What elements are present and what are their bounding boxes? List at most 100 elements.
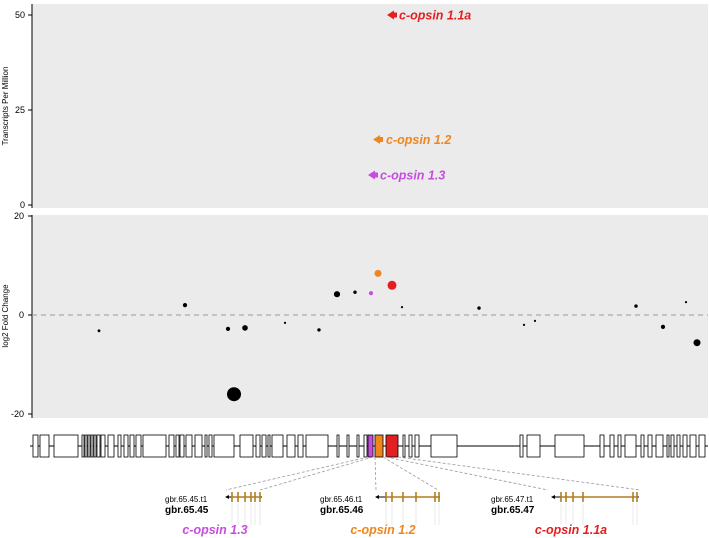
gene-box-34 (346, 434, 350, 458)
exons-1 (231, 492, 261, 525)
tick-label-0: 0 (20, 200, 25, 210)
gene-box-50 (655, 434, 664, 458)
gene-box-30 (286, 434, 296, 458)
gene-box-33 (336, 434, 340, 458)
fc-point-7 (317, 328, 321, 332)
gene-box-11 (107, 434, 115, 458)
transcript-id-3: gbr.65.47.t1 (491, 495, 534, 504)
gene-box-28 (267, 434, 271, 458)
gene-name-3: c-opsin 1.1a (535, 523, 607, 537)
gene-box-4 (81, 434, 85, 458)
gene-model-1: gbr.65.45.t1 gbr.65.45 c-opsin 1.3 (165, 492, 262, 537)
fc-point-5 (242, 325, 248, 331)
gene-name-2: c-opsin 1.2 (350, 523, 415, 537)
fc-point-12 (387, 280, 397, 290)
gene-box-27 (261, 434, 267, 458)
connector-4 (382, 456, 439, 491)
gene-box-42 (526, 434, 541, 458)
exons-3 (560, 492, 638, 525)
strand-arrow-1 (225, 495, 229, 499)
expression-ticks: 50 25 0 (15, 10, 32, 210)
gene-box-20 (185, 434, 193, 458)
fc-point-8 (333, 291, 341, 298)
fc-point-1 (97, 329, 101, 333)
gene-box-37 (402, 434, 406, 458)
tick-label-25: 25 (15, 105, 25, 115)
gene-model-3: gbr.65.47.t1 gbr.65.47 c-opsin 1.1a (491, 492, 639, 537)
tick-label-minus-20: -20 (11, 409, 24, 419)
gene-box-44 (599, 434, 605, 458)
gene-id-1: gbr.65.45 (165, 505, 209, 516)
tick-label-50: 50 (15, 10, 25, 20)
gene-box-c-opsin-1-3 (367, 434, 374, 458)
point-c-opsin-1-3: c-opsin 1.3 (368, 169, 445, 183)
gene-box-8 (93, 434, 97, 458)
tick-label-20: 20 (14, 211, 24, 221)
fc-point-13 (400, 306, 404, 309)
gene-box-2 (39, 434, 50, 458)
fc-point-6 (283, 321, 287, 324)
gene-box-40 (430, 434, 458, 458)
gene-box-54 (682, 434, 688, 458)
gene-box-39 (414, 434, 420, 458)
gene-box-32 (305, 434, 329, 458)
arrow-marker-c-opsin-1-2 (373, 135, 380, 144)
expression-panel: 50 25 0 Transcripts Per Million c-opsin … (1, 4, 708, 210)
gene-box-53 (676, 434, 681, 458)
gene-box-14 (129, 434, 135, 458)
gene-box-22 (204, 434, 208, 458)
gene-box-55 (689, 434, 697, 458)
connector-2 (259, 456, 374, 491)
gene-boxes (32, 434, 706, 458)
gene-box-47 (624, 434, 637, 458)
transcript-id-2: gbr.65.46.t1 (320, 495, 363, 504)
fc-point-10 (368, 291, 374, 296)
gene-box-7 (90, 434, 94, 458)
differential-ticks: 20 0 -20 (11, 211, 32, 419)
gene-box-9 (96, 434, 101, 458)
connector-1 (225, 456, 369, 491)
fc-point-3 (225, 326, 231, 331)
label-c-opsin-1-1a: c-opsin 1.1a (399, 9, 471, 23)
fc-point-16 (533, 319, 537, 322)
gene-box-35 (356, 434, 360, 458)
connector-6 (397, 456, 641, 491)
gene-id-3: gbr.65.47 (491, 505, 535, 516)
fc-point-9 (353, 290, 357, 294)
gene-box-38 (408, 434, 413, 458)
differential-points (97, 269, 701, 402)
gene-box-10 (100, 434, 106, 458)
point-c-opsin-1-1a: c-opsin 1.1a (387, 9, 471, 23)
gene-box-26 (255, 434, 261, 458)
gene-box-c-opsin-1-2 (374, 434, 384, 458)
exons-2 (385, 492, 440, 525)
connector-5 (385, 456, 549, 491)
gene-box-43 (554, 434, 585, 458)
genome-track (30, 434, 708, 458)
gene-box-13 (123, 434, 129, 458)
gene-box-41 (519, 434, 524, 458)
differential-panel: 20 0 -20 log2 Fold Change (1, 211, 708, 419)
gene-box-56 (698, 434, 706, 458)
expression-y-axis-label: Transcripts Per Million (1, 67, 10, 146)
gene-model-2: gbr.65.46.t1 gbr.65.46 c-opsin 1.2 (320, 492, 440, 537)
gene-box-49 (647, 434, 653, 458)
gene-box-31 (297, 434, 304, 458)
gene-name-1: c-opsin 1.3 (182, 523, 247, 537)
label-c-opsin-1-3: c-opsin 1.3 (380, 169, 445, 183)
gene-box-52 (670, 434, 675, 458)
arrow-stem-c-opsin-1-3 (374, 172, 378, 178)
gene-box-24 (213, 434, 235, 458)
tick-label-0b: 0 (19, 310, 24, 320)
fc-point-11 (374, 269, 382, 277)
gene-box-36 (363, 434, 368, 458)
gene-box-21 (194, 434, 203, 458)
label-c-opsin-1-2: c-opsin 1.2 (386, 133, 451, 147)
fc-point-17 (634, 304, 638, 308)
differential-panel-background (32, 215, 708, 418)
gene-box-19 (179, 434, 185, 458)
fc-point-14 (477, 306, 481, 310)
zoom-connectors (225, 456, 641, 491)
fc-point-20 (693, 339, 701, 347)
